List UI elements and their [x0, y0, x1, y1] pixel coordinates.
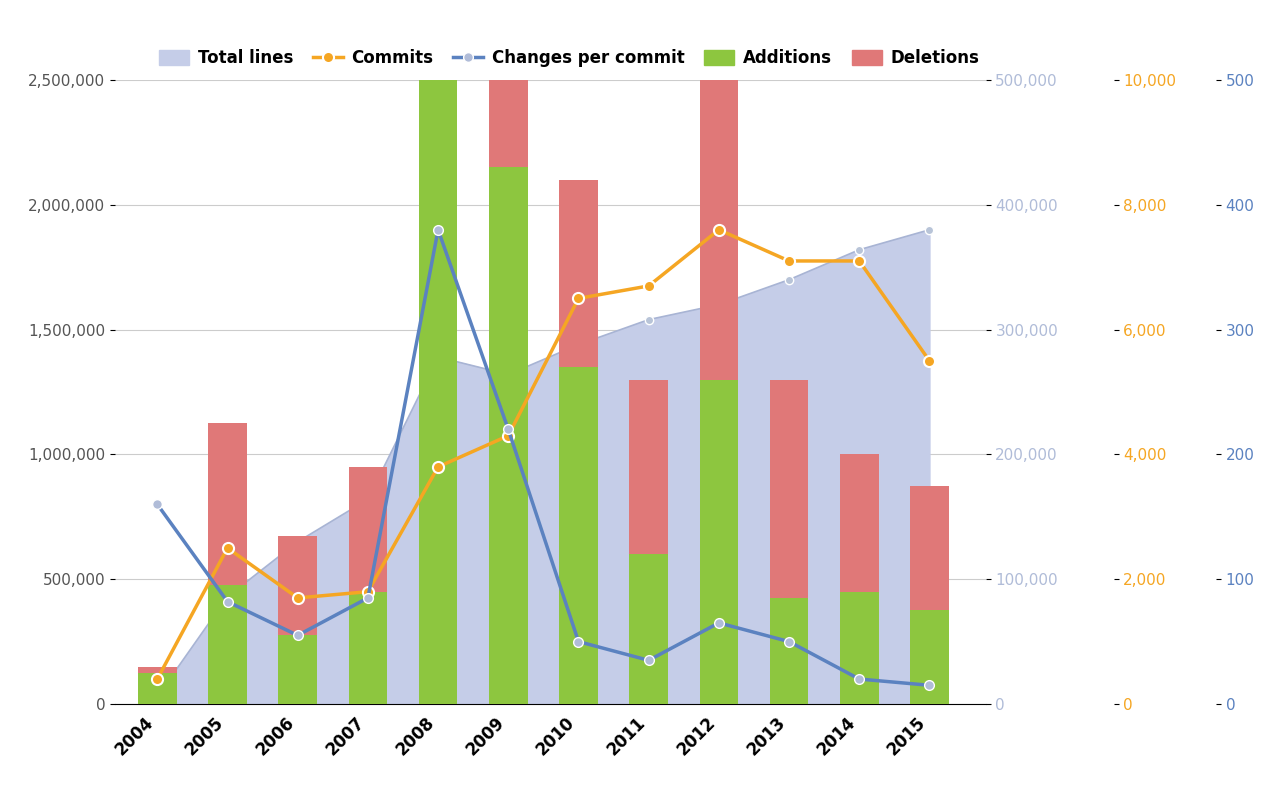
Bar: [840, 592, 878, 704]
Bar: [489, 0, 527, 167]
Bar: [209, 586, 247, 704]
Bar: [348, 592, 387, 704]
Bar: [840, 454, 878, 592]
Bar: [209, 423, 247, 586]
Bar: [700, 379, 739, 704]
Bar: [769, 598, 809, 704]
Bar: [700, 18, 739, 379]
Bar: [559, 180, 598, 367]
Bar: [138, 666, 177, 673]
Bar: [769, 379, 809, 598]
Bar: [489, 167, 527, 704]
Bar: [348, 467, 387, 592]
Bar: [419, 0, 457, 704]
Bar: [138, 673, 177, 704]
Bar: [630, 379, 668, 554]
Bar: [278, 635, 317, 704]
Legend: Total lines, Commits, Changes per commit, Additions, Deletions: Total lines, Commits, Changes per commit…: [152, 42, 986, 74]
Bar: [910, 486, 948, 610]
Bar: [630, 554, 668, 704]
Bar: [278, 535, 317, 635]
Bar: [910, 610, 948, 704]
Bar: [559, 367, 598, 704]
